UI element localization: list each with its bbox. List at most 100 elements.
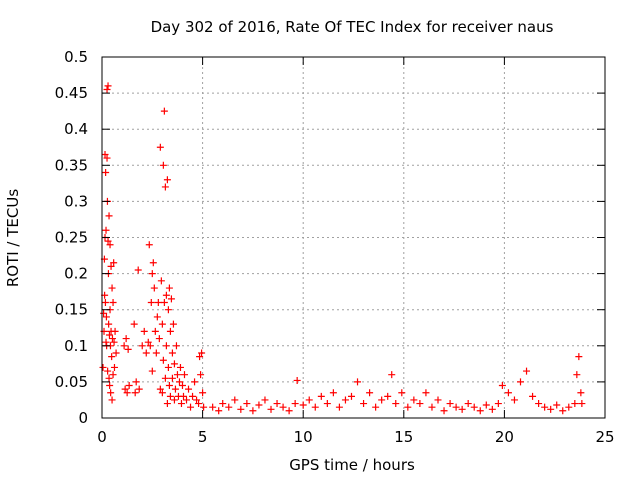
data-point [372, 403, 380, 411]
data-point [140, 327, 148, 335]
data-point [110, 338, 118, 346]
data-point [267, 405, 275, 413]
data-point [166, 392, 174, 400]
data-point [559, 407, 567, 415]
data-point [293, 376, 301, 384]
data-point [152, 349, 160, 357]
data-point [156, 385, 164, 393]
data-point [159, 356, 167, 364]
data-point [147, 298, 155, 306]
data-point [167, 295, 175, 303]
data-point [198, 349, 206, 357]
x-axis-title: GPS time / hours [289, 456, 415, 474]
data-point [573, 371, 581, 379]
y-tick-label: 0 [78, 409, 88, 427]
data-point [101, 150, 109, 158]
data-point [105, 374, 113, 382]
grid-lines [102, 57, 605, 418]
data-point [102, 338, 110, 346]
data-point [565, 403, 573, 411]
data-point [108, 335, 116, 343]
y-tick-label: 0.35 [55, 156, 88, 174]
data-point [189, 392, 197, 400]
data-point [161, 374, 169, 382]
y-tick-label: 0.25 [55, 229, 88, 247]
data-point [273, 400, 281, 408]
data-point [142, 349, 150, 357]
data-point [354, 378, 362, 386]
data-point [109, 298, 117, 306]
data-point [159, 161, 167, 169]
data-point [193, 396, 201, 404]
y-tick-label: 0.45 [55, 84, 88, 102]
data-point [231, 396, 239, 404]
data-point [434, 396, 442, 404]
data-point [243, 400, 251, 408]
x-tick-label: 10 [294, 428, 313, 446]
data-point [171, 385, 179, 393]
data-point [164, 363, 172, 371]
data-point [151, 327, 159, 335]
data-point [191, 378, 199, 386]
data-point [132, 378, 140, 386]
data-point [470, 403, 478, 411]
data-point [102, 169, 110, 177]
data-point [494, 400, 502, 408]
data-point [162, 342, 170, 350]
data-point [541, 403, 549, 411]
data-point [122, 335, 130, 343]
data-point [145, 241, 153, 249]
data-point [529, 392, 537, 400]
data-point [523, 367, 531, 375]
y-tick-label: 0.2 [64, 265, 88, 283]
data-point [291, 400, 299, 408]
data-point [196, 353, 204, 361]
data-point [170, 360, 178, 368]
data-point [225, 403, 233, 411]
data-point [146, 342, 154, 350]
data-point [107, 389, 115, 397]
data-point [166, 327, 174, 335]
x-tick-label: 0 [97, 428, 107, 446]
data-point [378, 396, 386, 404]
data-point [176, 363, 184, 371]
data-point [154, 298, 162, 306]
data-point [547, 405, 555, 413]
data-point [261, 396, 269, 404]
data-point [384, 392, 392, 400]
data-point [488, 405, 496, 413]
data-point [173, 371, 181, 379]
data-point [135, 385, 143, 393]
data-point [335, 403, 343, 411]
data-point [134, 266, 142, 274]
data-point [178, 382, 186, 390]
data-point [157, 277, 165, 285]
data-point [123, 389, 131, 397]
data-point [111, 327, 119, 335]
data-point [101, 298, 109, 306]
data-point [571, 400, 579, 408]
data-point [215, 407, 223, 415]
data-point [163, 176, 171, 184]
data-point [498, 382, 506, 390]
data-point [392, 400, 400, 408]
data-point [446, 400, 454, 408]
data-point [108, 284, 116, 292]
data-point [106, 241, 114, 249]
x-tick-label: 25 [595, 428, 614, 446]
data-point [169, 320, 177, 328]
data-point [482, 401, 490, 409]
data-point [130, 320, 138, 328]
x-tick-label: 20 [495, 428, 514, 446]
data-point [458, 405, 466, 413]
data-point [422, 389, 430, 397]
data-point [148, 367, 156, 375]
data-point [108, 353, 116, 361]
data-point [160, 298, 168, 306]
data-point [416, 400, 424, 408]
chart-title: Day 302 of 2016, Rate Of TEC Index for r… [151, 18, 554, 36]
data-point [120, 342, 128, 350]
data-point [125, 382, 133, 390]
